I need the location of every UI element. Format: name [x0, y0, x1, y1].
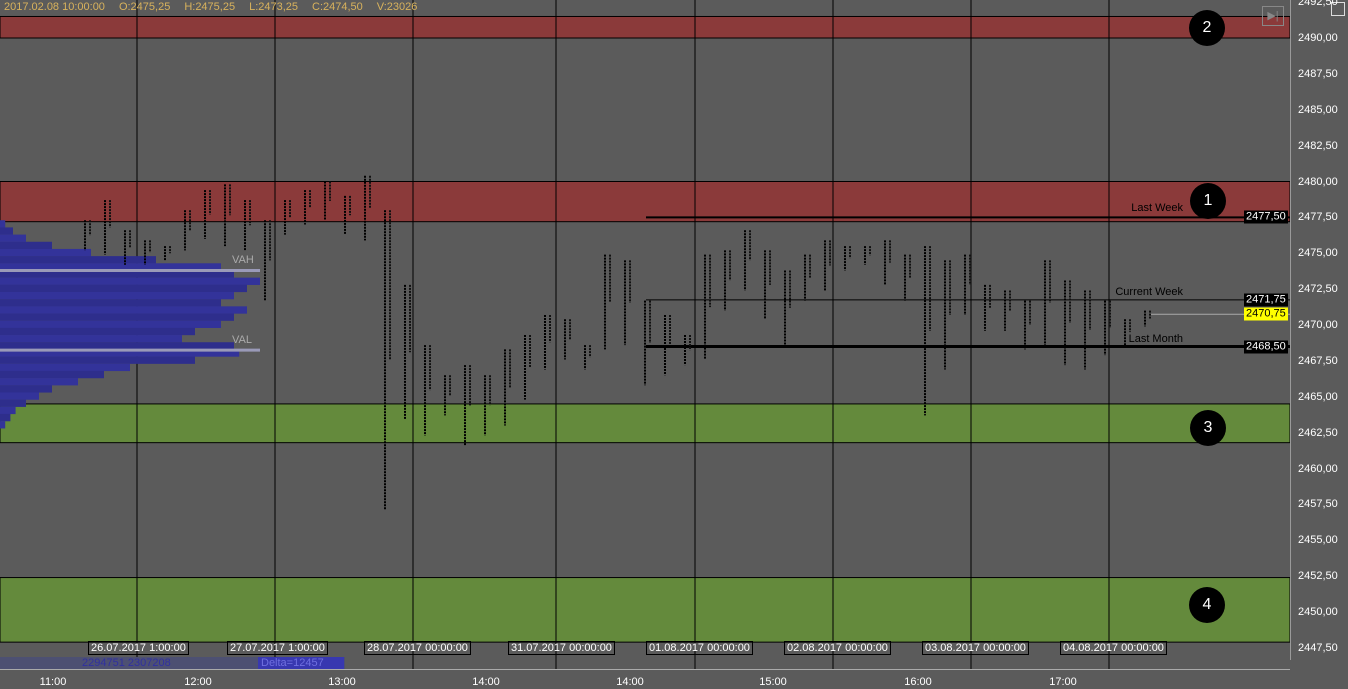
profile-row-9 — [0, 284, 247, 293]
y-tick-label: 2465,00 — [1298, 390, 1338, 403]
low-value: L:2473,25 — [249, 1, 299, 13]
y-tick-label: 2455,00 — [1298, 534, 1338, 547]
y-tick-label: 2482,50 — [1298, 139, 1338, 152]
last-month-price-tag: 2468,50 — [1244, 340, 1288, 354]
delta-readout: Delta=12457 — [258, 657, 344, 669]
date-label: 01.08.2017 00:00:00 — [646, 641, 753, 655]
y-tick-label: 2487,50 — [1298, 67, 1338, 80]
val-label: VAL — [232, 334, 252, 346]
profile-row-27 — [0, 413, 11, 422]
y-tick-label: 2475,00 — [1298, 247, 1338, 260]
zone-1 — [0, 181, 1290, 223]
y-tick-label: 2452,50 — [1298, 570, 1338, 583]
zone-marker-2: 2 — [1189, 10, 1225, 46]
zone-4 — [0, 577, 1290, 643]
y-tick-label: 2485,00 — [1298, 103, 1338, 116]
x-tick-label: 13:00 — [328, 676, 356, 688]
profile-row-3 — [0, 241, 52, 250]
x-tick-label: 16:00 — [904, 676, 932, 688]
current-price-tag: 2470,75 — [1244, 307, 1288, 321]
y-tick-label: 2460,00 — [1298, 462, 1338, 475]
ohlc-readout: 2017.02.08 10:00:00 O:2475,25 H:2475,25 L:2… — [4, 1, 431, 13]
volume-value: V:23026 — [376, 1, 418, 13]
profile-row-14 — [0, 320, 221, 328]
x-tick-label: 14:00 — [616, 676, 644, 688]
y-tick-label: 2462,50 — [1298, 426, 1338, 439]
profile-row-12 — [0, 306, 247, 314]
profile-row-23 — [0, 385, 52, 393]
last-week-price-tag: 2477,50 — [1244, 210, 1288, 224]
date-label: 27.07.2017 1:00:00 — [227, 641, 328, 655]
zone-marker-1: 1 — [1190, 183, 1226, 219]
date-label: 02.08.2017 00:00:00 — [784, 641, 891, 655]
profile-row-1 — [0, 227, 13, 235]
y-tick-label: 2480,00 — [1298, 175, 1338, 188]
profile-row-4 — [0, 248, 91, 257]
y-tick-label: 2457,50 — [1298, 498, 1338, 511]
profile-row-10 — [0, 291, 234, 300]
close-value: C:2474,50 — [312, 1, 363, 13]
y-tick-label: 2492,50 — [1298, 0, 1338, 9]
profile-row-22 — [0, 378, 78, 386]
profile-row-19 — [0, 356, 195, 364]
high-value: H:2475,25 — [184, 1, 236, 13]
zone-3 — [0, 403, 1290, 444]
x-tick-label: 12:00 — [184, 676, 212, 688]
profile-row-6 — [0, 263, 221, 271]
price-axis-border — [1290, 0, 1291, 660]
profile-row-15 — [0, 327, 195, 336]
profile-row-25 — [0, 399, 26, 407]
delta-value: Delta=12457 — [261, 657, 324, 669]
zone-marker-3: 3 — [1190, 410, 1226, 446]
profile-row-11 — [0, 299, 221, 307]
volume-pair: 2294751 2307208 — [82, 657, 171, 669]
skip-to-end-icon[interactable]: ▶| — [1262, 6, 1284, 26]
date-label: 03.08.2017 00:00:00 — [922, 641, 1029, 655]
y-tick-label: 2472,50 — [1298, 283, 1338, 296]
y-tick-label: 2467,50 — [1298, 354, 1338, 367]
current-week-price-tag: 2471,75 — [1244, 293, 1288, 307]
profile-row-21 — [0, 370, 104, 379]
profile-row-16 — [0, 335, 182, 343]
profile-row-7 — [0, 270, 234, 278]
x-tick-label: 14:00 — [472, 676, 500, 688]
price-chart[interactable] — [0, 0, 1290, 669]
y-tick-label: 2447,50 — [1298, 641, 1338, 654]
profile-row-20 — [0, 363, 130, 372]
x-tick-label: 17:00 — [1049, 676, 1077, 688]
profile-row-26 — [0, 406, 16, 415]
profile-row-5 — [0, 256, 156, 264]
date-label: 26.07.2017 1:00:00 — [88, 641, 189, 655]
date-label: 04.08.2017 00:00:00 — [1060, 641, 1167, 655]
time-axis-line — [0, 669, 1290, 670]
last-month-label: Last Month — [1128, 333, 1183, 345]
last-week-label: Last Week — [1131, 202, 1183, 214]
open-value: O:2475,25 — [118, 1, 171, 13]
date-label: 31.07.2017 00:00:00 — [508, 641, 615, 655]
zone-marker-4: 4 — [1189, 587, 1225, 623]
x-tick-label: 11:00 — [39, 676, 67, 688]
profile-row-24 — [0, 392, 39, 400]
y-tick-label: 2477,50 — [1298, 211, 1338, 224]
x-tick-label: 15:00 — [759, 676, 787, 688]
profile-row-0 — [0, 220, 6, 228]
y-tick-label: 2450,00 — [1298, 606, 1338, 618]
date-label: 28.07.2017 00:00:00 — [364, 641, 471, 655]
profile-row-18 — [0, 349, 240, 357]
profile-row-2 — [0, 234, 26, 242]
profile-row-17 — [0, 342, 234, 350]
profile-row-8 — [0, 277, 260, 285]
profile-row-28 — [0, 421, 6, 429]
zone-2 — [0, 15, 1290, 39]
y-tick-label: 2470,00 — [1298, 319, 1338, 331]
window-toggle-icon[interactable] — [1331, 2, 1345, 16]
y-tick-label: 2490,00 — [1298, 32, 1338, 44]
current-week-label: Current Week — [1115, 286, 1183, 298]
profile-row-13 — [0, 313, 234, 321]
bar-date: 2017.02.08 10:00:00 — [4, 1, 105, 13]
vah-label: VAH — [232, 254, 254, 266]
